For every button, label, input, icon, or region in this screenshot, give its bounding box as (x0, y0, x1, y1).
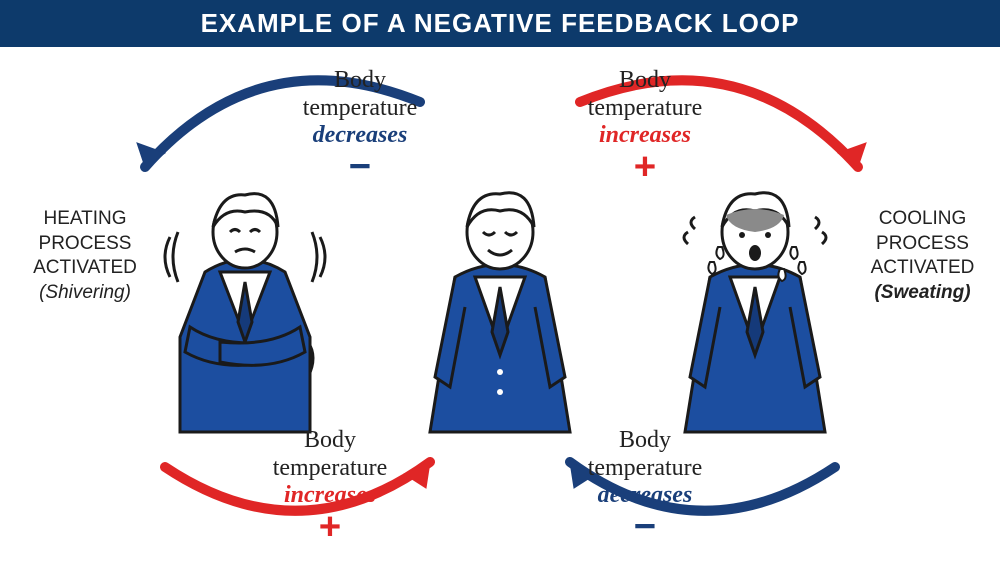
label-line: temperature (240, 455, 420, 483)
label-line: temperature (555, 95, 735, 123)
label-line: temperature (270, 95, 450, 123)
label-sign: + (555, 150, 735, 185)
label-line: Body (555, 427, 735, 455)
label-line: Body (240, 427, 420, 455)
process-line: HEATING (20, 207, 150, 232)
label-top-left: Body temperature decreases − (270, 67, 450, 184)
person-cold (150, 177, 340, 437)
process-cooling: COOLING PROCESS ACTIVATED (Sweating) (855, 207, 990, 306)
label-line: Body (270, 67, 450, 95)
title-text: EXAMPLE OF A NEGATIVE FEEDBACK LOOP (201, 8, 800, 38)
label-bottom-left: Body temperature increases + (240, 427, 420, 544)
label-line: temperature (555, 455, 735, 483)
label-bottom-right: Body temperature decreases − (555, 427, 735, 544)
process-paren: (Sweating) (855, 281, 990, 306)
process-line: PROCESS (855, 232, 990, 257)
process-heating: HEATING PROCESS ACTIVATED (Shivering) (20, 207, 150, 306)
label-sign: − (270, 150, 450, 185)
process-paren: (Shivering) (20, 281, 150, 306)
label-top-right: Body temperature increases + (555, 67, 735, 184)
process-line: PROCESS (20, 232, 150, 257)
title-banner: EXAMPLE OF A NEGATIVE FEEDBACK LOOP (0, 0, 1000, 47)
label-line: Body (555, 67, 735, 95)
label-sign: + (240, 510, 420, 545)
diagram-stage: Body temperature decreases − Body temper… (0, 47, 1000, 562)
label-sign: − (555, 510, 735, 545)
process-line: ACTIVATED (20, 256, 150, 281)
process-line: ACTIVATED (855, 256, 990, 281)
person-normal (405, 177, 595, 437)
person-hot (660, 177, 850, 437)
process-line: COOLING (855, 207, 990, 232)
